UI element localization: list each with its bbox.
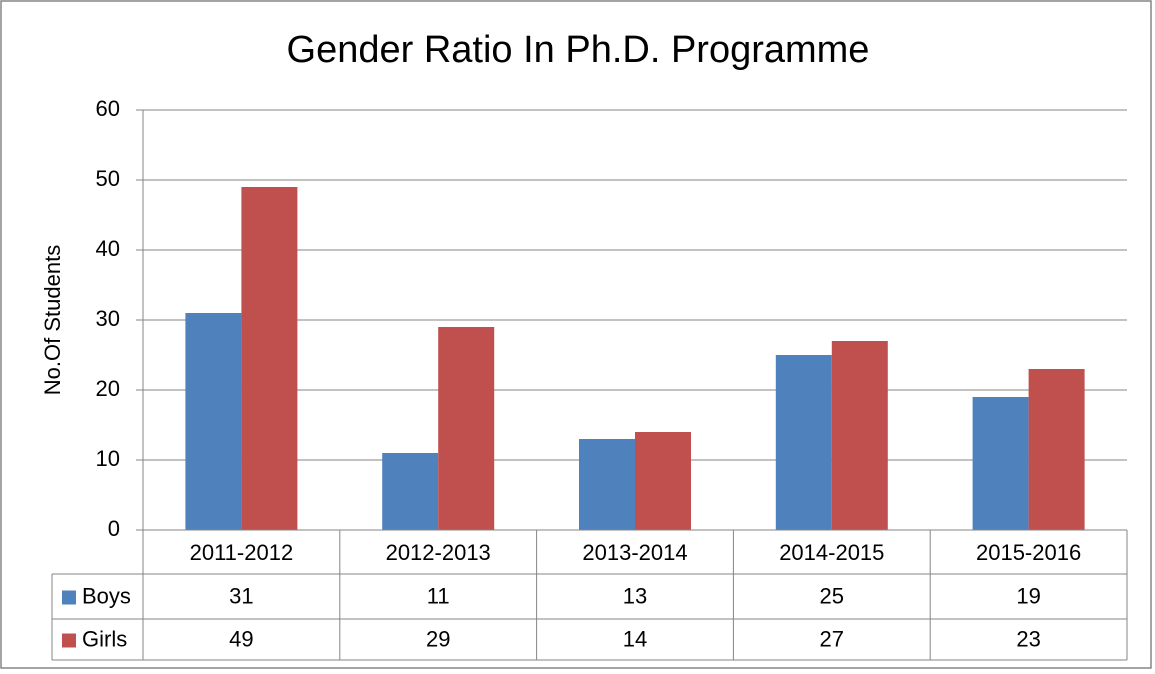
table-value: 14 bbox=[623, 626, 647, 651]
bar bbox=[635, 432, 691, 530]
y-tick-label: 40 bbox=[96, 236, 120, 261]
y-tick-label: 20 bbox=[96, 376, 120, 401]
table-value: 23 bbox=[1016, 626, 1040, 651]
legend-label: Boys bbox=[82, 583, 131, 608]
table-value: 27 bbox=[820, 626, 844, 651]
y-tick-label: 0 bbox=[108, 516, 120, 541]
table-value: 29 bbox=[426, 626, 450, 651]
bar bbox=[831, 341, 888, 530]
bar bbox=[241, 187, 298, 530]
x-tick-label: 2011-2012 bbox=[190, 540, 294, 565]
bar bbox=[972, 397, 1029, 530]
y-tick-label: 50 bbox=[96, 166, 120, 191]
x-tick-label: 2015-2016 bbox=[976, 540, 1081, 565]
bar bbox=[1028, 369, 1085, 530]
table-value: 13 bbox=[623, 583, 647, 608]
y-tick-label: 60 bbox=[96, 96, 120, 121]
x-tick-label: 2013-2014 bbox=[582, 540, 687, 565]
x-tick-label: 2012-2013 bbox=[386, 540, 491, 565]
legend-label: Girls bbox=[82, 626, 127, 651]
y-tick-label: 10 bbox=[96, 446, 120, 471]
bar bbox=[185, 313, 242, 530]
bar bbox=[775, 355, 832, 530]
table-value: 25 bbox=[820, 583, 844, 608]
legend-key bbox=[62, 590, 76, 605]
y-tick-label: 30 bbox=[96, 306, 120, 331]
table-value: 11 bbox=[427, 583, 450, 608]
bar bbox=[579, 439, 635, 530]
y-axis-label: No.Of Students bbox=[40, 245, 65, 395]
table-value: 19 bbox=[1016, 583, 1040, 608]
legend-key bbox=[62, 633, 76, 648]
table-value: 31 bbox=[229, 583, 253, 608]
bar bbox=[438, 327, 495, 530]
x-tick-label: 2014-2015 bbox=[779, 540, 884, 565]
chart-title: Gender Ratio In Ph.D. Programme bbox=[287, 29, 870, 71]
table-value: 49 bbox=[229, 626, 253, 651]
bar bbox=[382, 453, 439, 530]
